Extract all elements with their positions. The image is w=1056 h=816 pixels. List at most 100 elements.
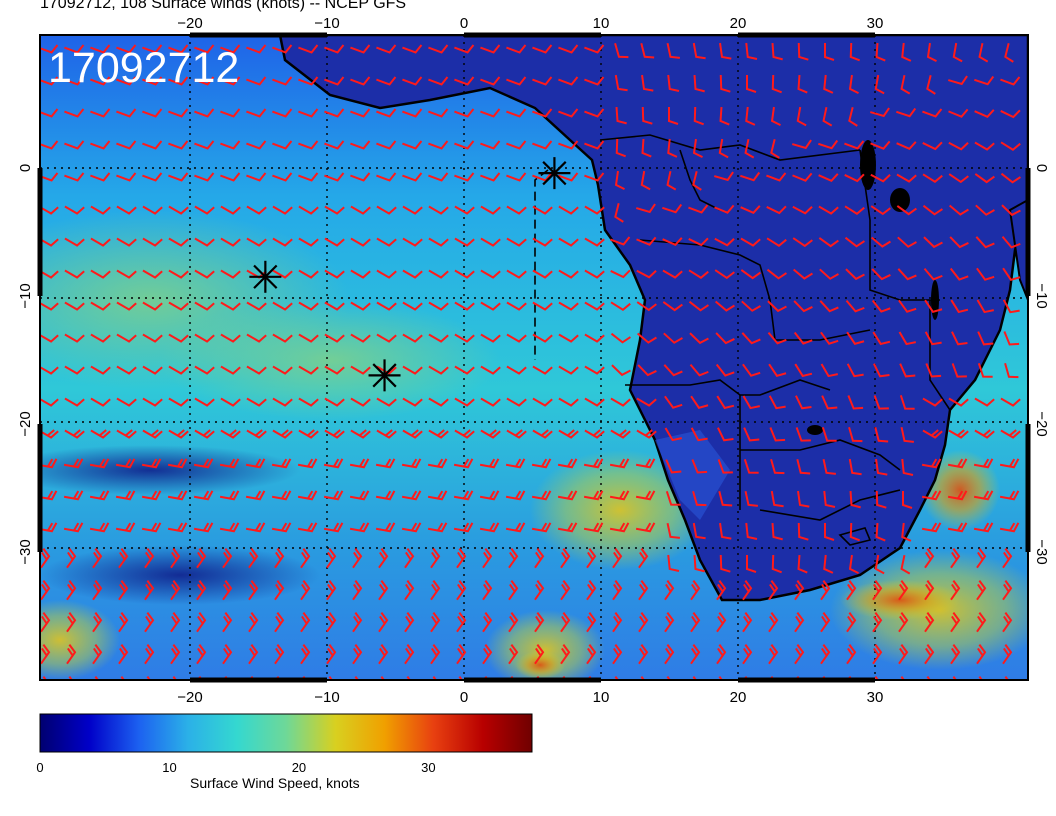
wind-barb (663, 332, 683, 344)
wind-barb (797, 490, 810, 508)
wind-barb (947, 458, 968, 469)
wind-barb (716, 395, 735, 410)
wind-barb (66, 612, 77, 633)
wind-barb (922, 108, 943, 118)
wind-barb (1002, 267, 1021, 281)
wind-barb (532, 172, 553, 182)
wind-barb (1002, 548, 1013, 569)
wind-barb (116, 108, 137, 118)
wind-barb (974, 141, 995, 151)
wind-barb (168, 172, 189, 182)
wind-barb (40, 108, 59, 118)
lon-tick-label: 30 (867, 15, 884, 32)
wind-barb (558, 108, 579, 118)
wind-barb (846, 331, 865, 345)
wind-barb (667, 74, 680, 92)
wind-barb (740, 205, 761, 215)
wind-barb (1000, 141, 1021, 151)
wind-barb (118, 644, 129, 665)
wind-barb (220, 333, 241, 343)
wind-barb (743, 459, 759, 474)
wind-barb (874, 426, 889, 443)
wind-barb (974, 75, 995, 86)
date-stamp: 17092712 (48, 44, 239, 92)
wind-barb (272, 205, 293, 215)
wind-barb (326, 644, 337, 665)
wind-barb (454, 205, 475, 215)
wind-barb (115, 490, 136, 501)
wind-barb (170, 580, 181, 601)
wind-barb (64, 365, 85, 375)
wind-barb (219, 458, 240, 469)
wind-barb (427, 458, 448, 469)
wind-barb (901, 458, 914, 476)
wind-barb (430, 644, 441, 665)
wind-barb (428, 108, 449, 118)
wind-barb (794, 612, 805, 633)
wind-barb (90, 301, 111, 311)
wind-barb (480, 108, 501, 118)
wind-barb (89, 522, 110, 533)
wind-barb (692, 490, 707, 507)
wind-barb (220, 44, 241, 54)
wind-barb (822, 106, 833, 127)
wind-barb (641, 74, 654, 92)
wind-barb (506, 333, 527, 343)
wind-barb (745, 522, 758, 540)
wind-barb (40, 237, 59, 247)
wind-barb (482, 548, 493, 569)
wind-barb (797, 74, 808, 94)
wind-barb (532, 301, 553, 311)
mozambique-jet-core (920, 450, 1000, 530)
wind-barb (402, 140, 423, 150)
wind-barb (693, 106, 704, 126)
wind-barb (40, 301, 59, 311)
wind-barb (64, 333, 85, 343)
wind-barb (793, 300, 813, 313)
wind-barb (66, 548, 77, 569)
wind-barb (505, 522, 526, 533)
wind-barb (454, 397, 475, 407)
wind-barb (352, 644, 363, 665)
wind-barb (297, 522, 318, 533)
wind-barb (40, 76, 59, 86)
wind-barb (142, 108, 163, 118)
wind-barb (947, 75, 968, 86)
wind-barb (742, 612, 753, 633)
wind-barb (350, 429, 371, 439)
wind-barb (298, 397, 319, 407)
wind-barb (558, 397, 579, 407)
wind-barb (454, 301, 475, 311)
lon-tick-label: −20 (177, 15, 202, 32)
wind-barb (168, 108, 189, 118)
wind-barb (402, 365, 423, 375)
wind-barb (638, 548, 649, 569)
wind-barb (193, 458, 214, 469)
wind-barb (66, 580, 77, 601)
wind-barb (246, 429, 267, 439)
storm-marker-icon (538, 157, 571, 190)
wind-barb (584, 301, 605, 311)
wind-barb (636, 269, 657, 279)
wind-barb (142, 397, 163, 407)
wind-barb (456, 644, 467, 665)
wind-barb (690, 395, 709, 409)
wind-barb (245, 522, 266, 533)
wind-barb (662, 237, 683, 247)
wind-barb (610, 236, 631, 246)
wind-barb (90, 237, 111, 247)
wind-barb (194, 44, 215, 54)
wind-barb (64, 140, 85, 150)
wind-barb (742, 395, 760, 410)
wind-barb (610, 397, 631, 407)
wind-barb (142, 269, 163, 279)
wind-barb (378, 580, 389, 601)
wind-barb (688, 237, 709, 247)
wind-barb (272, 269, 293, 279)
wind-barb (350, 76, 371, 86)
wind-barb (248, 548, 259, 569)
wind-barb (116, 365, 137, 375)
wind-barb (246, 333, 267, 343)
wind-barb (194, 205, 215, 215)
wind-barb (719, 42, 732, 60)
